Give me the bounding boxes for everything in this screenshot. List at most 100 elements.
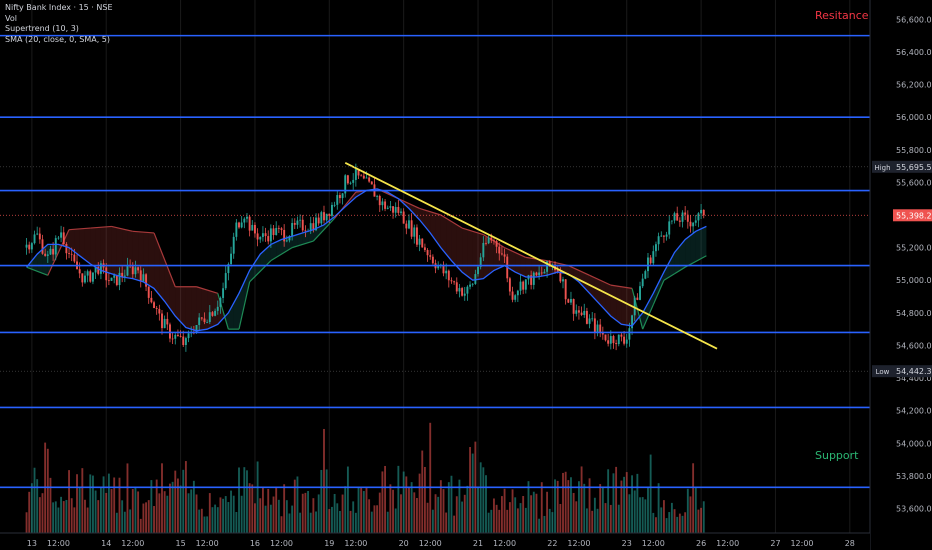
candle-body [370,181,373,185]
candle-body [30,243,33,250]
supertrend-fill [509,250,516,273]
volume-bar [466,485,469,533]
volume-bar [408,487,410,533]
volume-bar [620,480,623,533]
volume-bar [121,500,124,533]
candle-body [437,265,440,269]
candle-body [288,235,291,241]
volume-bar [107,473,110,533]
volume-bar [665,518,668,533]
volume-bar [615,466,618,533]
volume-bar [668,512,671,533]
candle-body [176,334,179,336]
price-tick-label: 53,800.00 [896,472,932,481]
volume-bar [139,518,142,533]
candle-body [413,227,416,237]
candle-body [46,254,49,256]
candle-body [609,336,612,344]
candle-body [564,279,567,300]
candle-body [336,195,339,205]
candle-body [567,299,570,303]
volume-bar [54,501,57,533]
candle-body [487,237,490,244]
volume-bar [206,516,209,533]
supertrend-fill [164,259,170,309]
candle-body [323,212,325,221]
volume-bar [248,483,251,533]
high-price-tag: High [874,164,890,172]
time-tick-label: 15 [175,539,185,548]
volume-bar [105,492,108,533]
volume-bar [115,512,118,533]
supertrend-segment [589,274,612,286]
supertrend-fill [31,254,38,272]
volume-bar [530,495,533,533]
volume-bar [394,508,397,533]
supertrend-fill [111,226,117,276]
volume-bar [519,503,522,533]
supertrend-fill [42,244,48,276]
volume-bar [288,513,291,533]
volume-bar [200,508,203,533]
candle-body [161,313,163,329]
volume-bar [426,502,429,533]
volume-bar [493,498,495,533]
volume-bar [179,485,182,533]
candle-body [235,222,238,237]
supertrend-fill [143,232,149,286]
time-tick-label: 16 [250,539,260,548]
supertrend-segment [652,279,665,305]
volume-bar [583,483,586,533]
candle-body [182,336,185,345]
volume-bar [269,504,272,533]
candle-body [275,227,278,236]
candle-body [216,306,219,311]
legend-vol: Vol [5,13,17,23]
candle-body [431,256,434,264]
candle-body [33,234,36,244]
volume-bar [495,504,498,533]
candle-body [331,204,333,216]
volume-bar [617,504,620,533]
candle-body [418,238,421,245]
candle-body [423,247,426,251]
candle-body [365,177,368,179]
high-price-value: 55,695.55 [896,163,932,172]
candle-body [381,201,384,206]
supertrend-fill [435,213,441,248]
price-tick-label: 56,000.00 [896,113,932,122]
candle-body [296,220,299,225]
candle-body [277,227,280,229]
volume-bar [25,512,28,533]
candle-body [60,232,63,238]
time-tick-label: 23 [622,539,632,548]
volume-bar [647,486,649,533]
supertrend-fill [154,232,160,295]
candle-body [147,286,150,298]
volume-bar [575,501,578,533]
supertrend-segment [26,266,49,276]
volume-bar [649,454,652,533]
candle-body [312,223,315,231]
candle-body [94,267,97,273]
supertrend-fill [594,277,601,305]
volume-bar [344,486,347,533]
legend: Nifty Bank Index · 15 · NSE Vol Supertre… [5,3,113,45]
volume-bar [184,461,187,533]
candle-body [442,264,445,274]
supertrend-fill [616,285,622,325]
volume-bar [341,494,344,533]
volume-bar [357,486,360,533]
candle-body [166,318,169,325]
candle-body [36,233,39,235]
volume-bar [543,515,546,533]
price-tick-label: 55,800.00 [896,146,932,155]
candle-body [269,228,272,242]
candle-body [352,179,355,183]
volume-bar [145,502,147,533]
volume-bar [556,480,559,533]
candle-body [203,318,206,323]
volume-bar [323,428,325,533]
supertrend-fill [95,227,101,271]
